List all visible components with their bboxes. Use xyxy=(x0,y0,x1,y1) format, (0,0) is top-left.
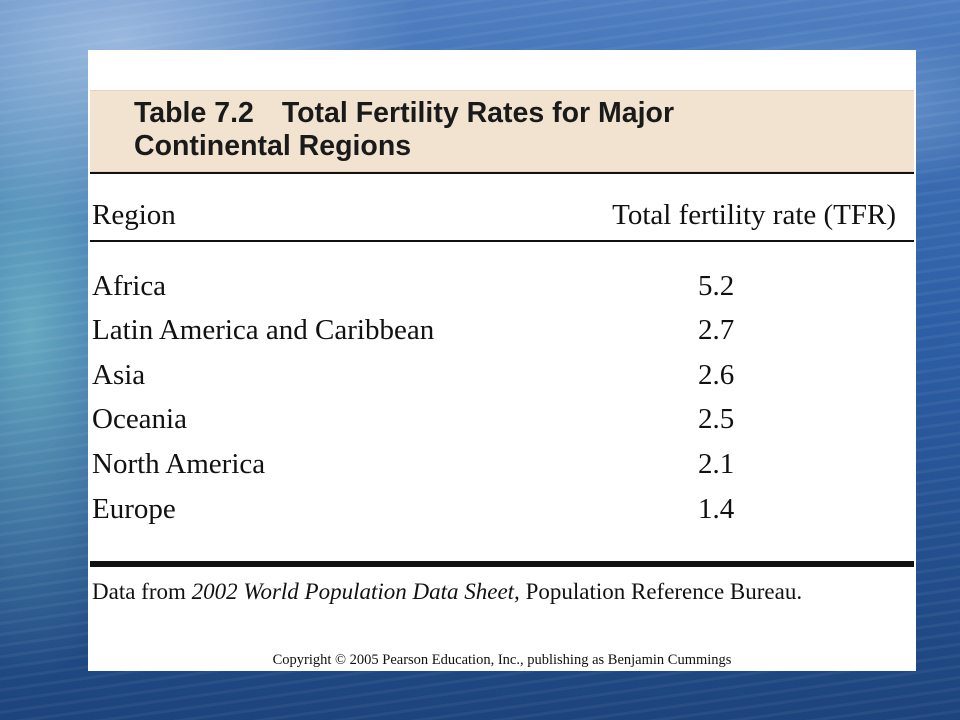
column-header-region: Region xyxy=(92,199,176,231)
source-suffix: Population Reference Bureau. xyxy=(519,579,803,604)
column-header-tfr: Total fertility rate (TFR) xyxy=(612,199,896,231)
table-row: Latin America and Caribbean 2.7 xyxy=(88,313,916,357)
tfr-cell: 2.5 xyxy=(698,403,735,435)
table-caption-band: Table 7.2 Total Fertility Rates for Major… xyxy=(90,90,914,172)
region-cell: Asia xyxy=(92,359,146,391)
tfr-cell: 1.4 xyxy=(698,493,735,525)
tfr-cell: 2.6 xyxy=(698,359,735,391)
table-number: Table 7.2 xyxy=(134,97,254,129)
table-title-line2: Continental Regions xyxy=(134,130,412,162)
table-caption: Table 7.2 Total Fertility Rates for Major… xyxy=(134,97,674,163)
tfr-cell: 5.2 xyxy=(698,270,735,302)
table-row: Oceania 2.5 xyxy=(88,402,916,446)
tfr-cell: 2.1 xyxy=(698,448,735,480)
table-row: Europe 1.4 xyxy=(88,492,916,536)
source-publication: 2002 World Population Data Sheet, xyxy=(191,579,520,604)
bottom-rule xyxy=(90,561,914,567)
tfr-cell: 2.7 xyxy=(698,314,735,346)
region-cell: Latin America and Caribbean xyxy=(92,314,435,346)
header-rule xyxy=(90,240,914,242)
table-row: North America 2.1 xyxy=(88,447,916,491)
copyright-notice: Copyright © 2005 Pearson Education, Inc.… xyxy=(272,652,732,668)
region-cell: Europe xyxy=(92,493,176,525)
region-cell: Africa xyxy=(92,270,167,302)
region-cell: North America xyxy=(92,448,266,480)
table-panel: Table 7.2 Total Fertility Rates for Major… xyxy=(88,50,916,671)
table-row: Asia 2.6 xyxy=(88,358,916,402)
table-title-line1: Total Fertility Rates for Major xyxy=(281,97,675,129)
source-prefix: Data from xyxy=(92,579,192,604)
region-cell: Oceania xyxy=(92,403,187,435)
source-note: Data from 2002 World Population Data She… xyxy=(92,578,802,606)
table-row: Africa 5.2 xyxy=(88,269,916,313)
top-rule xyxy=(90,172,914,174)
